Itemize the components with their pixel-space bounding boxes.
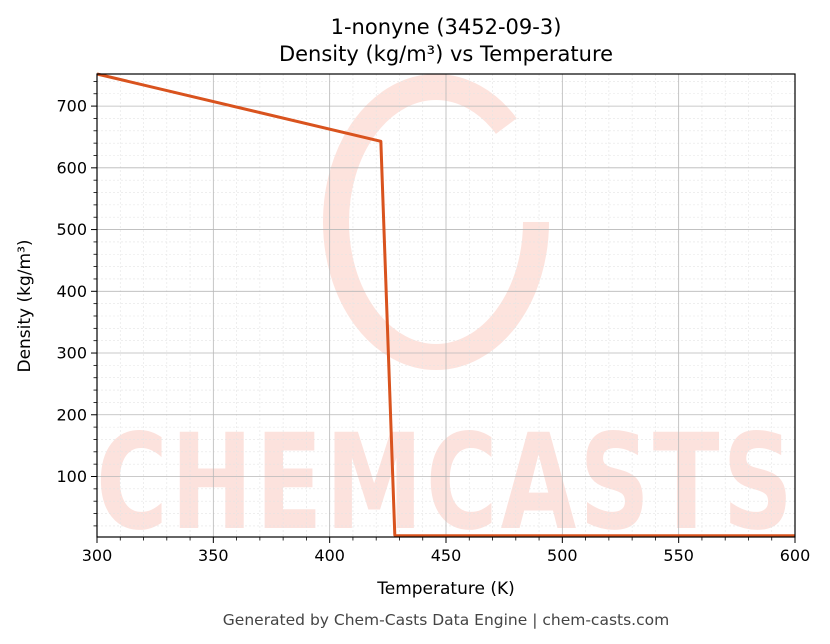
density-series-line: [96, 72, 795, 538]
x-tick-label: 500: [547, 546, 578, 565]
y-tick-label: 300: [56, 344, 87, 363]
y-axis: 100 200 300 400 500 600 700: [56, 81, 97, 527]
x-tick-label: 550: [663, 546, 694, 565]
x-tick-label: 300: [82, 546, 113, 565]
footer-credit: Generated by Chem-Casts Data Engine | ch…: [223, 611, 669, 629]
y-tick-label: 400: [56, 282, 87, 301]
watermark-logo-icon: [323, 74, 549, 370]
x-tick-label: 450: [431, 546, 462, 565]
chart-subtitle: Density (kg/m³) vs Temperature: [279, 42, 613, 66]
y-tick-label: 500: [56, 220, 87, 239]
y-tick-label: 100: [56, 467, 87, 486]
x-tick-label: 350: [198, 546, 229, 565]
x-axis: 300 350 400 450 500 550 600: [82, 537, 811, 565]
x-tick-label: 400: [314, 546, 345, 565]
y-axis-label: Density (kg/m³): [15, 239, 35, 372]
x-axis-label: Temperature (K): [376, 579, 515, 599]
y-tick-label: 200: [56, 405, 87, 424]
y-tick-label: 700: [56, 97, 87, 116]
x-tick-label: 600: [780, 546, 811, 565]
y-tick-label: 600: [56, 158, 87, 177]
chart-title: 1-nonyne (3452-09-3): [331, 15, 562, 39]
series-layer: [96, 72, 795, 538]
